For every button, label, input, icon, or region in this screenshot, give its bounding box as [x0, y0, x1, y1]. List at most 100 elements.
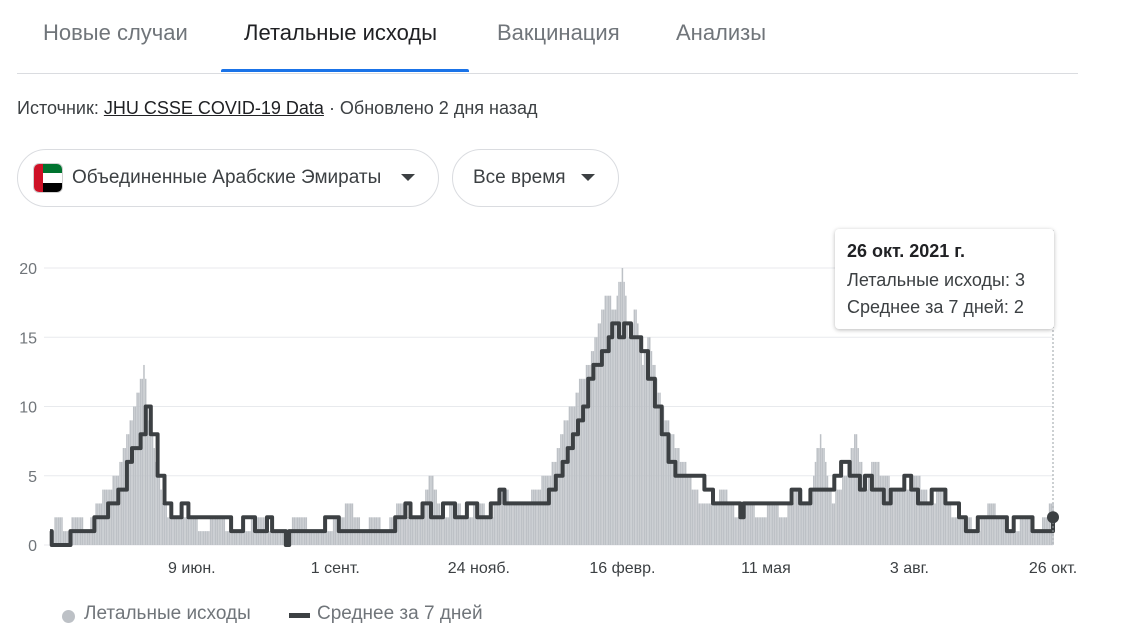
deaths-bar [267, 531, 270, 545]
deaths-bar [223, 517, 226, 545]
tab-deaths[interactable]: Летальные исходы [244, 20, 438, 45]
deaths-bar [437, 503, 439, 545]
deaths-bar [320, 531, 323, 545]
deaths-bar [543, 475, 545, 545]
deaths-bar [770, 503, 772, 545]
deaths-bar [842, 475, 844, 545]
deaths-bar [584, 378, 586, 545]
hover-point-marker [1047, 511, 1059, 524]
deaths-bar [469, 517, 472, 545]
deaths-bar [847, 461, 849, 545]
deaths-bar [654, 364, 656, 545]
deaths-bar [479, 503, 482, 545]
tab-tests[interactable]: Анализы [676, 20, 767, 45]
deaths-bar [659, 392, 661, 545]
deaths-bar [476, 503, 478, 545]
deaths-bar [447, 517, 449, 545]
deaths-bar [799, 489, 801, 545]
deaths-bar [783, 517, 786, 545]
deaths-bar [671, 434, 673, 545]
deaths-bar [585, 364, 588, 545]
country-dropdown[interactable]: Объединенные Арабские Эмираты [17, 149, 439, 207]
deaths-bar [367, 531, 369, 545]
deaths-bar [867, 475, 870, 545]
deaths-bar [348, 503, 350, 545]
tab-new-cases[interactable]: Новые случаи [43, 20, 188, 45]
deaths-bar [987, 503, 989, 545]
deaths-bar [384, 531, 386, 545]
deaths-bar [324, 531, 326, 545]
deaths-bar [794, 489, 796, 545]
deaths-bar [695, 489, 697, 545]
deaths-bar [761, 517, 764, 545]
deaths-chart[interactable]: 0 5 10 15 20 9 июн. 1 сент. 24 нояб. 16 февр. 11 … [0, 222, 1123, 590]
deaths-bar [835, 489, 837, 545]
deaths-bar [1033, 531, 1035, 545]
deaths-bar [1023, 517, 1025, 545]
deaths-bar [999, 517, 1001, 545]
deaths-bar [544, 475, 547, 545]
period-dropdown[interactable]: Все время [452, 149, 619, 207]
deaths-bar [765, 517, 767, 545]
deaths-bar [700, 503, 702, 545]
deaths-bar [672, 434, 675, 545]
deaths-bar [143, 364, 145, 545]
deaths-bar [742, 503, 745, 545]
deaths-bar [821, 448, 824, 545]
deaths-bar [138, 392, 140, 545]
deaths-bar [707, 503, 709, 545]
deaths-bar [534, 489, 537, 545]
deaths-bar [587, 364, 589, 545]
deaths-bar [141, 378, 144, 545]
deaths-bar [269, 531, 272, 545]
source-link[interactable]: JHU CSSE COVID-19 Data [103, 98, 324, 118]
deaths-bar [925, 489, 928, 545]
deaths-bar [180, 517, 183, 545]
deaths-bar [664, 420, 666, 545]
deaths-bar [97, 503, 99, 545]
deaths-bar [903, 489, 906, 545]
deaths-bar [426, 489, 429, 545]
deaths-bar [818, 448, 820, 545]
deaths-bar [317, 531, 320, 545]
tab-vaccination[interactable]: Вакцинация [497, 20, 620, 45]
deaths-bar [628, 337, 630, 545]
deaths-bar [250, 517, 253, 545]
deaths-bar [413, 517, 415, 545]
deaths-bar [768, 503, 771, 545]
deaths-bar [954, 517, 957, 545]
x-tick-label: 24 нояб. [448, 560, 510, 577]
deaths-bar [797, 489, 800, 545]
deaths-bar [481, 503, 484, 545]
deaths-bar [57, 517, 60, 545]
deaths-bar [86, 531, 89, 545]
deaths-bar [775, 503, 777, 545]
deaths-bar [662, 406, 665, 545]
deaths-bar [88, 531, 91, 545]
deaths-bar [249, 531, 251, 545]
updated-text: · Обновлено 2 дня назад [328, 98, 538, 118]
deaths-bar [237, 531, 239, 545]
deaths-bar [555, 461, 557, 545]
deaths-bar [1002, 517, 1005, 545]
deaths-bar [604, 295, 607, 545]
deaths-bar [626, 323, 629, 545]
deaths-bar [488, 517, 490, 545]
deaths-bar [836, 489, 839, 545]
deaths-bar [273, 531, 275, 545]
deaths-bar [621, 268, 624, 545]
deaths-bar [929, 503, 931, 545]
deaths-bar [934, 503, 936, 545]
x-tick-label: 26 окт. [1029, 560, 1077, 577]
deaths-bar [854, 434, 856, 545]
deaths-bar [613, 309, 615, 545]
deaths-bar [741, 517, 743, 545]
deaths-bar [650, 351, 653, 545]
deaths-bar [160, 489, 162, 545]
deaths-bar [416, 517, 419, 545]
deaths-bar [452, 503, 455, 545]
deaths-bar [182, 517, 185, 545]
deaths-bar [401, 503, 403, 545]
deaths-bar [780, 517, 783, 545]
deaths-bar [496, 503, 499, 545]
